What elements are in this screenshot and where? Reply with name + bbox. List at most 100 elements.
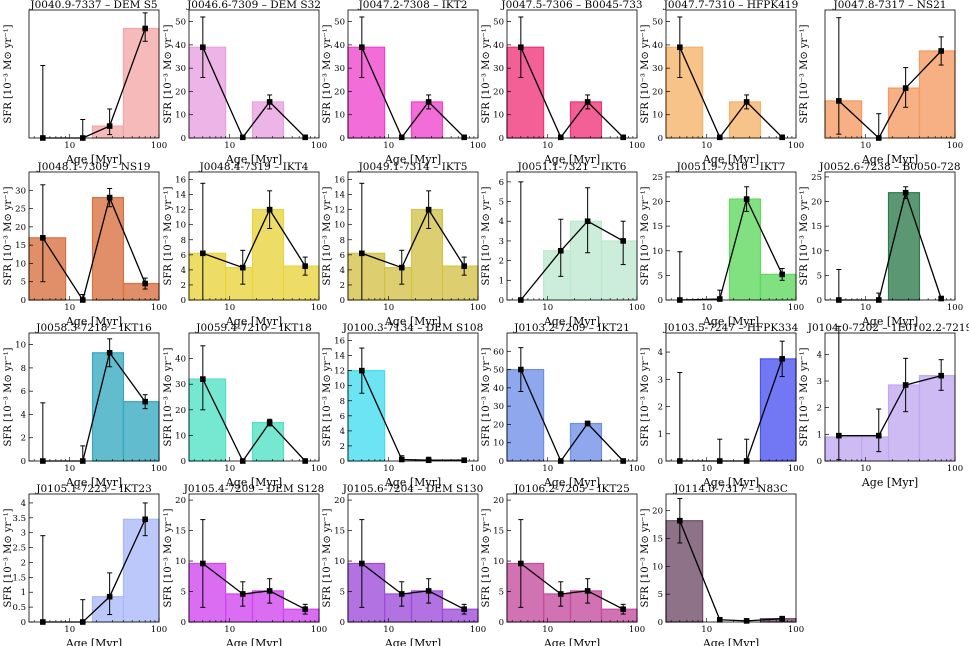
y-axis-label: SFR [10⁻³ M⊙ yr⁻¹]: [640, 347, 651, 446]
axes-frame: [28, 493, 160, 623]
data-point: [875, 432, 882, 439]
y-axis-label: SFR [10⁻³ M⊙ yr⁻¹]: [481, 508, 492, 607]
y-axis-label: SFR [10⁻³ M⊙ yr⁻¹]: [640, 186, 651, 285]
sfr-bar: [347, 46, 386, 139]
y-tick-label: 10: [493, 557, 504, 567]
x-tick-label: 10: [542, 625, 553, 635]
data-point: [584, 99, 591, 105]
sfr-bar: [759, 358, 797, 462]
sfr-line: [520, 46, 624, 139]
y-tick-label: 4: [658, 348, 663, 358]
y-tick-label: 40: [493, 384, 504, 394]
data-point: [584, 420, 591, 427]
y-tick-label: 30: [652, 64, 663, 74]
x-axis-label: Age [Myr]: [384, 153, 441, 166]
data-point: [677, 517, 683, 524]
y-tick-label: 15: [493, 527, 504, 537]
data-point: [40, 235, 46, 241]
sfr-bar: [384, 267, 413, 301]
y-tick-label: 10: [15, 259, 26, 269]
y-tick-label: 15: [175, 527, 186, 537]
y-tick-label: 30: [493, 64, 504, 74]
panel-title: J0051.9-7310 – IKT7: [676, 161, 786, 173]
data-point: [518, 560, 524, 567]
data-point: [716, 134, 723, 141]
axes-frame: [506, 493, 638, 623]
y-tick-label: 5: [658, 271, 663, 281]
y-tick-label: 20: [334, 496, 345, 506]
y-tick-label: 40: [175, 41, 186, 51]
sfr-bar: [347, 562, 386, 623]
sfr-bar: [188, 46, 227, 139]
x-axis-label: Age [Myr]: [225, 476, 282, 489]
x-tick-label: 10: [383, 464, 394, 474]
x-tick-label: 10: [224, 464, 235, 474]
panel-6: J0047.8-7317 – NS21 10 100 Age [Myr] SFR [10…: [799, 0, 963, 166]
axes-frame: [347, 332, 479, 462]
x-tick-label: 100: [470, 303, 486, 313]
x-tick-label: 100: [629, 464, 645, 474]
sfr-bar: [251, 101, 285, 139]
y-tick-label: 15: [334, 527, 345, 537]
y-axis-label: SFR [10⁻³ M⊙ yr⁻¹]: [640, 508, 651, 607]
panel-title: J0049.1-7314 – IKT5: [358, 161, 468, 173]
x-tick-label: 10: [383, 625, 394, 635]
sfr-bar: [347, 370, 386, 462]
x-tick-label: 10: [64, 464, 75, 474]
sfr-line: [679, 520, 783, 622]
sfr-line: [679, 197, 783, 301]
data-point: [266, 588, 273, 594]
x-tick-label: 10: [383, 141, 394, 151]
y-tick-label: 20: [811, 198, 822, 208]
sfr-bar: [122, 518, 160, 623]
sfr-bar: [122, 401, 160, 462]
sfr-bar: [728, 101, 762, 139]
sfr-bar: [251, 209, 285, 301]
panel-title: J0048.1-7309 – NS19: [37, 161, 151, 173]
y-tick-label: 0: [658, 296, 663, 306]
data-point: [425, 588, 432, 594]
sfr-bar: [918, 50, 956, 139]
x-tick-label: 100: [629, 625, 645, 635]
y-tick-label: 10: [175, 221, 186, 231]
panel-17: J0103.5-7247 – HFPK334 0 1 2 3 4 10 100 Age [Myr…: [640, 322, 804, 489]
axes-frame: [188, 332, 320, 462]
y-tick-label: 4: [340, 427, 345, 437]
y-tick-label: 6: [21, 387, 26, 397]
sfr-bar: [122, 27, 160, 139]
panel-16: J0103.2-7209 – IKT21 0 10 20 30 40 50 60 10 100 Ag…: [481, 322, 645, 489]
axes-frame: [28, 9, 160, 139]
x-tick-label: 10: [224, 303, 235, 313]
data-point: [461, 263, 467, 269]
x-axis-label: Age [Myr]: [861, 153, 918, 166]
panel-18: J0104.0-7202 – 1E0102.2-7219 0 1 2 3 4 10 100 Ag…: [799, 322, 969, 489]
sfr-line: [202, 378, 306, 463]
sfr-line: [361, 370, 465, 461]
y-tick-label: 0: [21, 457, 26, 467]
y-tick-label: 25: [811, 173, 822, 183]
y-tick-label: 2.5: [12, 544, 26, 554]
y-tick-label: 40: [652, 41, 663, 51]
y-tick-label: 30: [15, 186, 26, 196]
y-axis-label: SFR [10⁻³ M⊙ yr⁻¹]: [799, 24, 810, 123]
data-point: [716, 616, 723, 623]
panel-12: J0052.6-7238 – B0050-728 0 5 10 15 20 25 10 100 A…: [799, 161, 963, 328]
axes-frame: [824, 332, 956, 462]
panel-5: J0047.7-7310 – HFPK419 0 10 20 30 40 50 10 100 Ag…: [640, 0, 804, 166]
sfr-bar: [441, 608, 479, 623]
y-tick-label: 10: [334, 111, 345, 121]
y-tick-label: 2: [658, 403, 663, 413]
panel-4: J0047.5-7306 – B0045-733 0 10 20 30 40 50 10 100…: [481, 0, 645, 166]
y-tick-label: 20: [175, 87, 186, 97]
y-tick-label: 16: [334, 176, 345, 186]
data-point: [200, 44, 206, 51]
y-axis-label: SFR [10⁻³ M⊙ yr⁻¹]: [322, 347, 333, 446]
x-tick-label: 10: [64, 303, 75, 313]
panel-21: J0105.6-7204 – DEM S130 0 5 10 15 20 10 100 Age …: [322, 483, 486, 646]
panel-title: J0103.5-7247 – HFPK334: [663, 322, 799, 334]
y-axis-label: SFR [10⁻³ M⊙ yr⁻¹]: [163, 186, 174, 285]
y-tick-label: 15: [652, 535, 663, 545]
x-tick-label: 10: [701, 303, 712, 313]
y-tick-label: 20: [652, 507, 663, 517]
y-tick-label: 3: [21, 529, 26, 539]
